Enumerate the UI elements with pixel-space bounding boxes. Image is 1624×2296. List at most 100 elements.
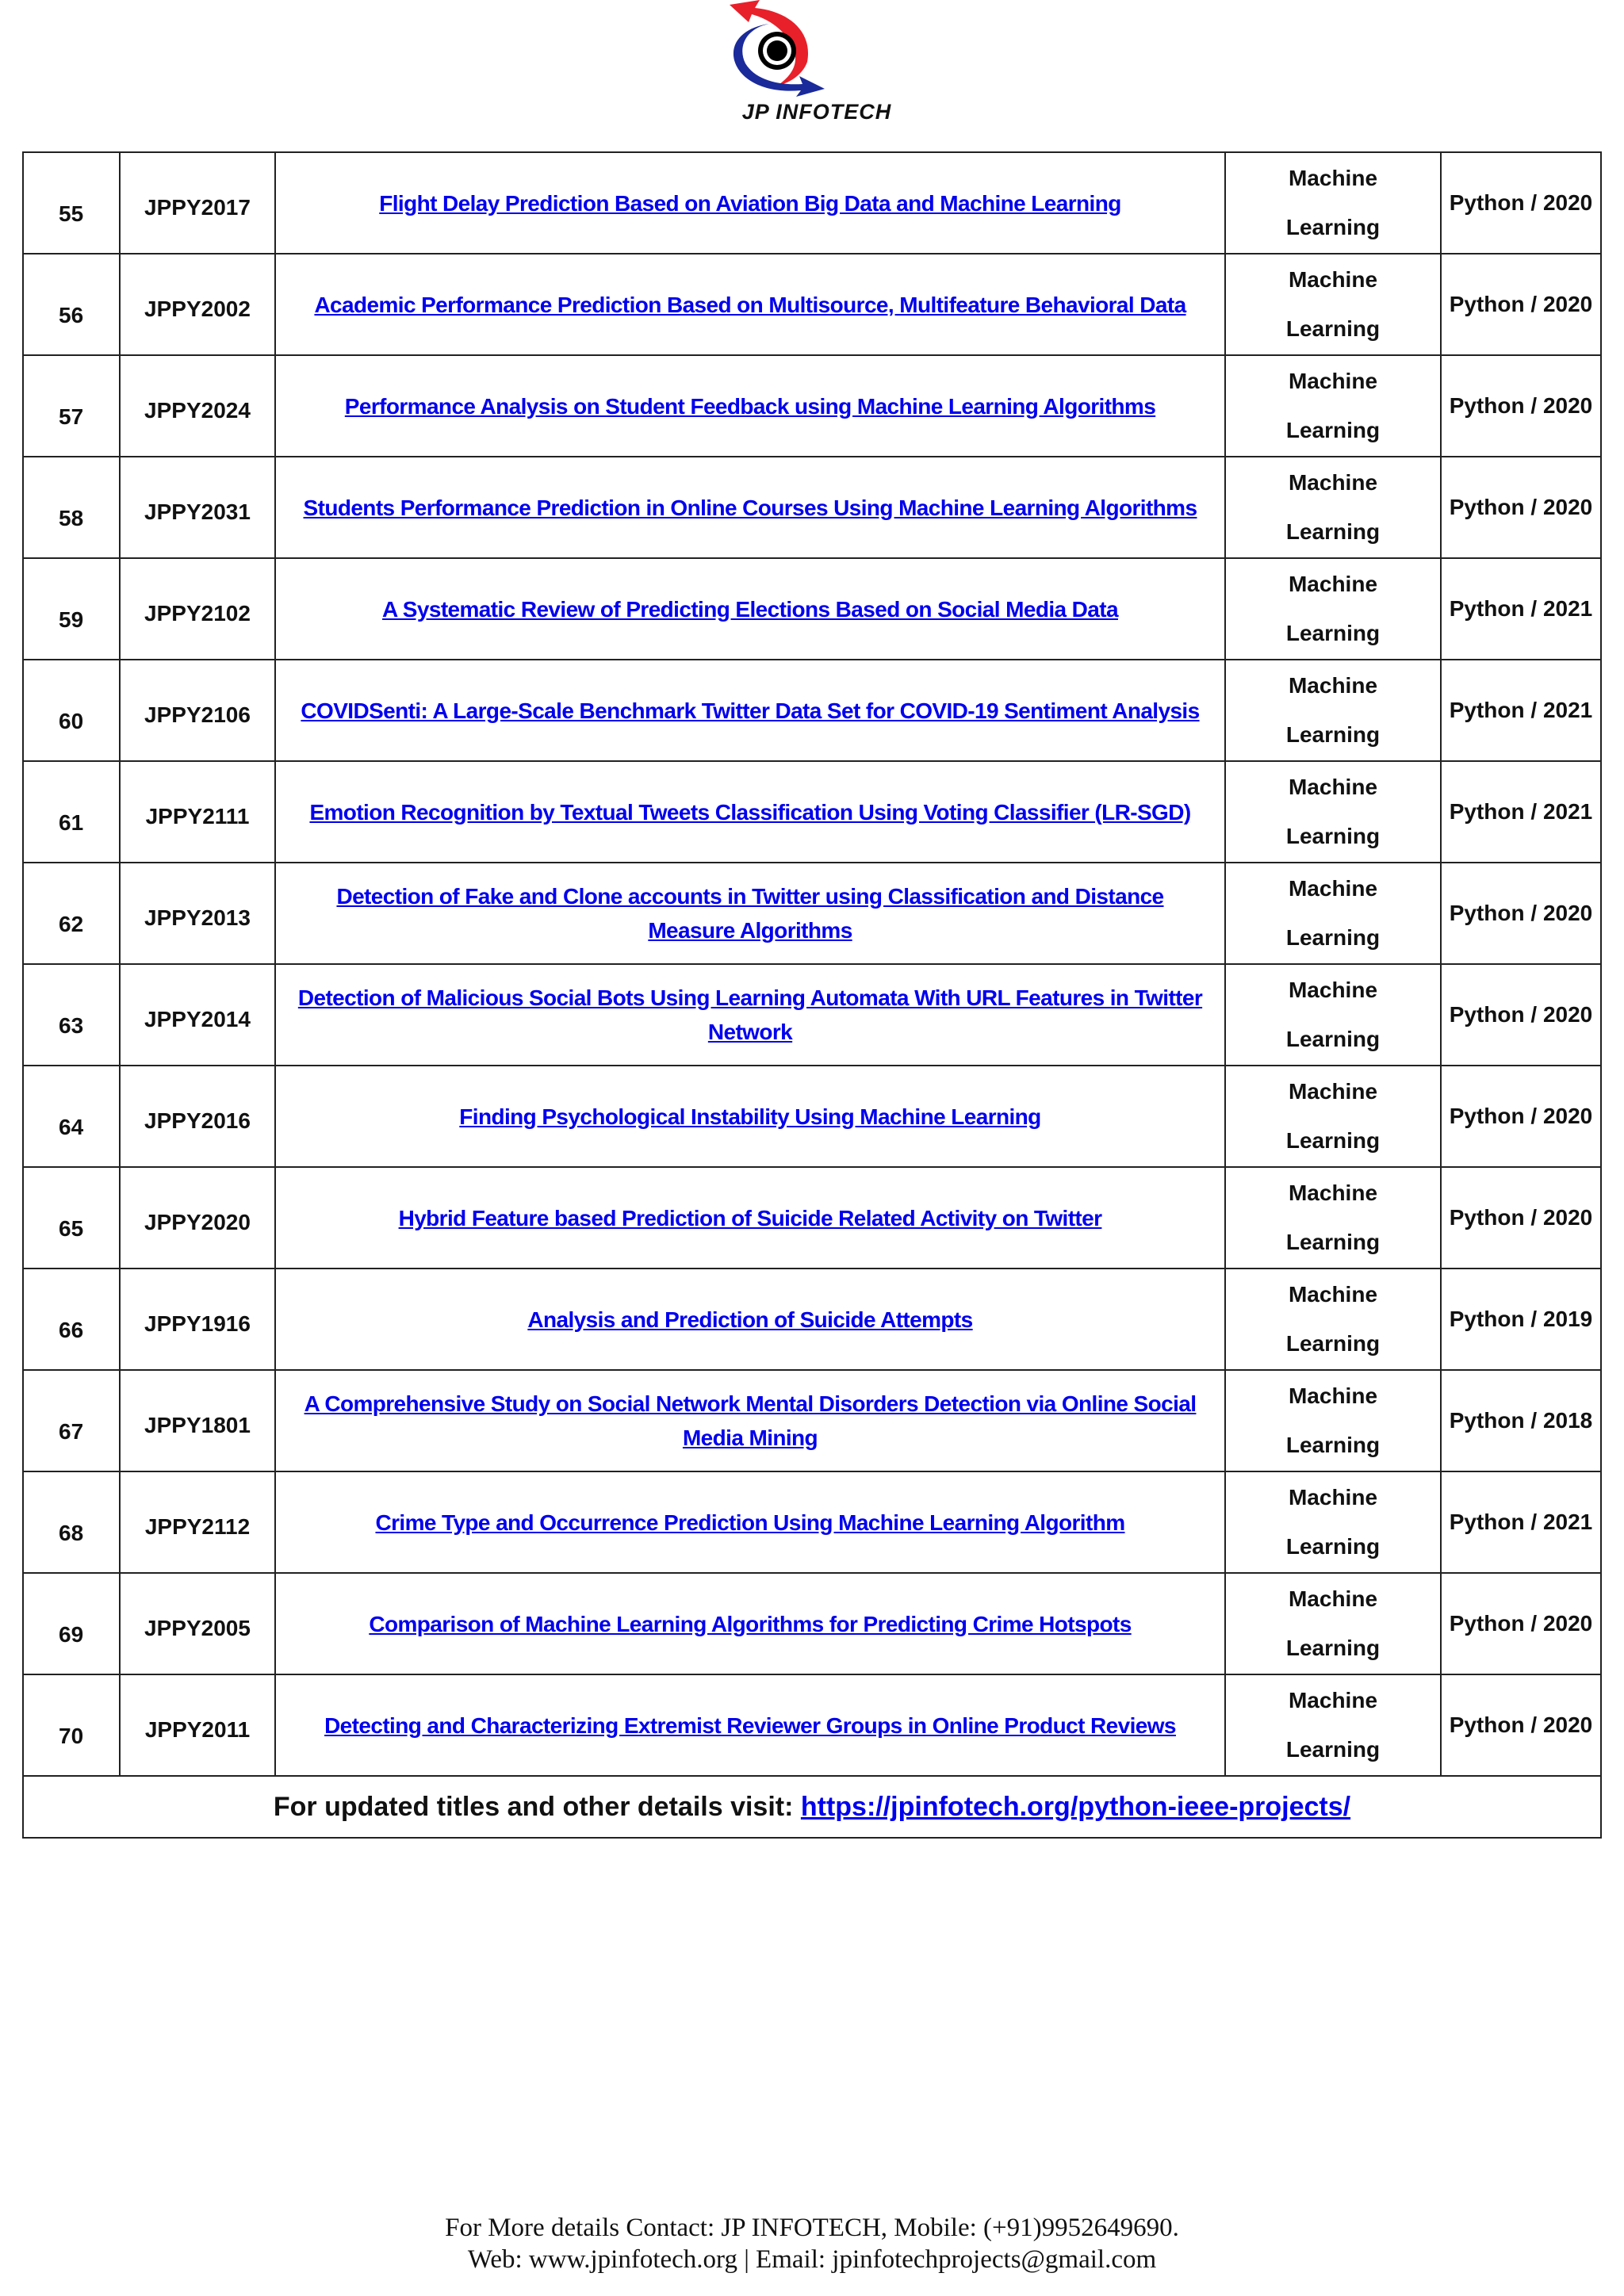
project-title-link[interactable]: A Comprehensive Study on Social Network … [304, 1391, 1197, 1450]
table-row: 62 JPPY2013 Detection of Fake and Clone ac… [22, 862, 1602, 965]
domain-line-2: Learning [1285, 316, 1381, 341]
project-title-link[interactable]: Academic Performance Prediction Based on… [314, 292, 1186, 317]
project-id-cell: JPPY2013 [119, 862, 276, 965]
project-title-cell: Detection of Fake and Clone accounts in … [274, 862, 1226, 965]
domain-cell: Machine Learning [1224, 1065, 1442, 1168]
domain-cell: Machine Learning [1224, 659, 1442, 762]
domain-line-1: Machine [1288, 572, 1378, 596]
project-id-cell: JPPY2017 [119, 151, 276, 254]
project-title-link[interactable]: Finding Psychological Instability Using … [459, 1104, 1041, 1129]
project-title-link[interactable]: Analysis and Prediction of Suicide Attem… [527, 1307, 973, 1332]
domain-line-1: Machine [1288, 1079, 1378, 1104]
domain-line-2: Learning [1285, 1737, 1381, 1762]
language-year-cell: Python / 2020 [1440, 862, 1602, 965]
project-title-link[interactable]: A Systematic Review of Predicting Electi… [382, 596, 1119, 622]
language-year-cell: Python / 2021 [1440, 1471, 1602, 1574]
language-year: Python / 2021 [1449, 799, 1593, 824]
project-title-cell: Crime Type and Occurrence Prediction Usi… [274, 1471, 1226, 1574]
serial-number: 65 [59, 1216, 84, 1241]
serial-number-cell: 70 [22, 1674, 121, 1777]
serial-number-cell: 62 [22, 862, 121, 965]
project-title-link[interactable]: Crime Type and Occurrence Prediction Usi… [375, 1510, 1125, 1535]
table-row: 67 JPPY1801 A Comprehensive Study on Socia… [22, 1369, 1602, 1472]
project-id: JPPY2016 [144, 1108, 251, 1133]
serial-number-cell: 64 [22, 1065, 121, 1168]
project-title-link[interactable]: Hybrid Feature based Prediction of Suici… [398, 1205, 1102, 1230]
language-year: Python / 2020 [1449, 292, 1593, 316]
table-row: 63 JPPY2014 Detection of Malicious Social … [22, 963, 1602, 1066]
domain-line-1: Machine [1288, 1383, 1378, 1408]
domain-cell: Machine Learning [1224, 557, 1442, 660]
project-id-cell: JPPY2106 [119, 659, 276, 762]
table-row: 70 JPPY2011 Detecting and Characterizing E… [22, 1674, 1602, 1777]
domain-line-2: Learning [1285, 418, 1381, 442]
language-year: Python / 2020 [1449, 1104, 1593, 1128]
serial-number-cell: 65 [22, 1166, 121, 1269]
language-year: Python / 2020 [1449, 495, 1593, 519]
table-row: 56 JPPY2002 Academic Performance Predictio… [22, 253, 1602, 356]
project-title-link[interactable]: Flight Delay Prediction Based on Aviatio… [379, 190, 1121, 216]
project-id-cell: JPPY2002 [119, 253, 276, 356]
domain-line-2: Learning [1285, 1534, 1381, 1559]
project-id: JPPY2106 [144, 702, 251, 727]
domain-cell: Machine Learning [1224, 1471, 1442, 1574]
project-title-link[interactable]: COVIDSenti: A Large-Scale Benchmark Twit… [301, 698, 1200, 723]
serial-number-cell: 57 [22, 354, 121, 457]
project-title-cell: Hybrid Feature based Prediction of Suici… [274, 1166, 1226, 1269]
language-year-cell: Python / 2020 [1440, 963, 1602, 1066]
table-row: 60 JPPY2106 COVIDSenti: A Large-Scale Benc… [22, 659, 1602, 762]
project-title-link[interactable]: Detecting and Characterizing Extremist R… [324, 1712, 1176, 1738]
project-title-link[interactable]: Performance Analysis on Student Feedback… [344, 393, 1156, 419]
serial-number: 70 [59, 1724, 84, 1748]
domain-line-1: Machine [1288, 775, 1378, 799]
serial-number-cell: 67 [22, 1369, 121, 1472]
language-year-cell: Python / 2020 [1440, 456, 1602, 559]
language-year-cell: Python / 2020 [1440, 151, 1602, 254]
language-year-cell: Python / 2021 [1440, 659, 1602, 762]
domain-line-1: Machine [1288, 1181, 1378, 1205]
language-year-cell: Python / 2020 [1440, 1572, 1602, 1675]
contact-footer: For More details Contact: JP INFOTECH, M… [0, 2212, 1624, 2275]
project-id-cell: JPPY2014 [119, 963, 276, 1066]
project-title-link[interactable]: Comparison of Machine Learning Algorithm… [369, 1611, 1132, 1636]
project-id: JPPY2024 [144, 398, 251, 423]
project-title-link[interactable]: Detection of Malicious Social Bots Using… [297, 985, 1203, 1044]
domain-cell: Machine Learning [1224, 760, 1442, 863]
domain-cell: Machine Learning [1224, 151, 1442, 254]
table-row: 61 JPPY2111 Emotion Recognition by Textual… [22, 760, 1602, 863]
language-year: Python / 2018 [1449, 1408, 1593, 1433]
table-row: 59 JPPY2102 A Systematic Review of Predict… [22, 557, 1602, 660]
project-title-link[interactable]: Students Performance Prediction in Onlin… [303, 495, 1198, 520]
language-year: Python / 2020 [1449, 1205, 1593, 1230]
table-row: 65 JPPY2020 Hybrid Feature based Predictio… [22, 1166, 1602, 1269]
domain-line-2: Learning [1285, 824, 1381, 848]
serial-number: 64 [59, 1115, 84, 1139]
serial-number: 62 [59, 912, 84, 936]
language-year-cell: Python / 2020 [1440, 1674, 1602, 1777]
domain-line-1: Machine [1288, 267, 1378, 292]
language-year: Python / 2021 [1449, 596, 1593, 621]
language-year: Python / 2021 [1449, 698, 1593, 722]
domain-line-2: Learning [1285, 215, 1381, 239]
project-id: JPPY2020 [144, 1210, 251, 1234]
domain-line-2: Learning [1285, 621, 1381, 645]
project-title-cell: Comparison of Machine Learning Algorithm… [274, 1572, 1226, 1675]
serial-number-cell: 68 [22, 1471, 121, 1574]
project-id: JPPY2005 [144, 1616, 251, 1640]
domain-cell: Machine Learning [1224, 1268, 1442, 1371]
project-title-link[interactable]: Detection of Fake and Clone accounts in … [336, 884, 1164, 943]
project-title-cell: Analysis and Prediction of Suicide Attem… [274, 1268, 1226, 1371]
language-year: Python / 2019 [1449, 1307, 1593, 1331]
project-title-cell: A Systematic Review of Predicting Electi… [274, 557, 1226, 660]
python-projects-link[interactable]: https://jpinfotech.org/python-ieee-proje… [800, 1791, 1351, 1822]
serial-number: 67 [59, 1419, 84, 1444]
project-id: JPPY2017 [144, 195, 251, 220]
footer-text: For updated titles and other details vis… [273, 1791, 801, 1822]
project-title-link[interactable]: Emotion Recognition by Textual Tweets Cl… [309, 799, 1191, 825]
serial-number: 57 [59, 404, 84, 429]
project-id-cell: JPPY2005 [119, 1572, 276, 1675]
project-id-cell: JPPY1801 [119, 1369, 276, 1472]
project-title-cell: Finding Psychological Instability Using … [274, 1065, 1226, 1168]
domain-cell: Machine Learning [1224, 354, 1442, 457]
project-id-cell: JPPY1916 [119, 1268, 276, 1371]
